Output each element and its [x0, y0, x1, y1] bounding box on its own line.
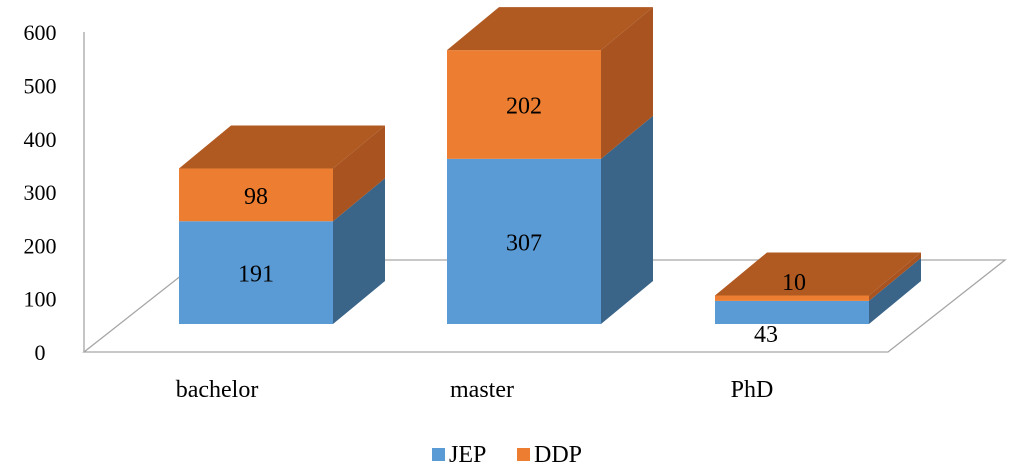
chart-floor	[82, 259, 1007, 353]
x-tick-label-master: master	[450, 377, 514, 403]
legend: JEP DDP	[432, 442, 582, 467]
bar-side-ddp-phd	[869, 252, 921, 301]
y-tick-label: 500	[24, 74, 57, 99]
bar-top-master	[447, 7, 653, 51]
data-label-ddp-master: 202	[506, 93, 542, 119]
bar-jep-phd	[715, 300, 869, 324]
legend-label-ddp: DDP	[534, 442, 582, 467]
y-tick-labels: 0 100 200 300 400 500 600	[24, 20, 57, 365]
y-tick-label: 100	[24, 287, 57, 312]
legend-label-jep: JEP	[449, 442, 486, 467]
bar-top-phd	[715, 252, 921, 296]
data-label-jep-phd: 43	[754, 322, 778, 348]
chart-axes	[82, 32, 1007, 353]
y-tick-label: 600	[24, 20, 57, 45]
y-tick-label: 400	[24, 127, 57, 152]
data-label-jep-master: 307	[506, 230, 542, 256]
category-labels: bachelor master PhD	[176, 377, 774, 403]
legend-swatch-ddp	[517, 448, 530, 461]
bar-ddp-bachelor	[179, 168, 333, 222]
y-tick-label: 200	[24, 233, 57, 258]
bar-side-ddp-bachelor	[333, 125, 385, 222]
bar-ddp-master	[447, 50, 601, 159]
bars	[179, 7, 921, 324]
y-tick-label: 300	[24, 180, 57, 205]
bar-side-ddp-master	[601, 7, 653, 159]
x-tick-label-bachelor: bachelor	[176, 377, 259, 403]
y-tick-label: 0	[35, 340, 46, 365]
bar-jep-bachelor	[179, 221, 333, 324]
bar-jep-master	[447, 158, 601, 324]
data-label-jep-bachelor: 191	[238, 262, 274, 288]
bar-top-bachelor	[179, 125, 385, 169]
legend-swatch-jep	[432, 448, 445, 461]
bar-ddp-phd	[715, 295, 869, 301]
bar-side-jep-master	[601, 115, 653, 324]
x-tick-label-phd: PhD	[731, 377, 774, 403]
data-label-ddp-bachelor: 98	[244, 184, 268, 210]
bar-side-jep-bachelor	[333, 178, 385, 324]
bar-side-jep-phd	[869, 257, 921, 324]
data-label-ddp-phd: 10	[782, 270, 806, 296]
